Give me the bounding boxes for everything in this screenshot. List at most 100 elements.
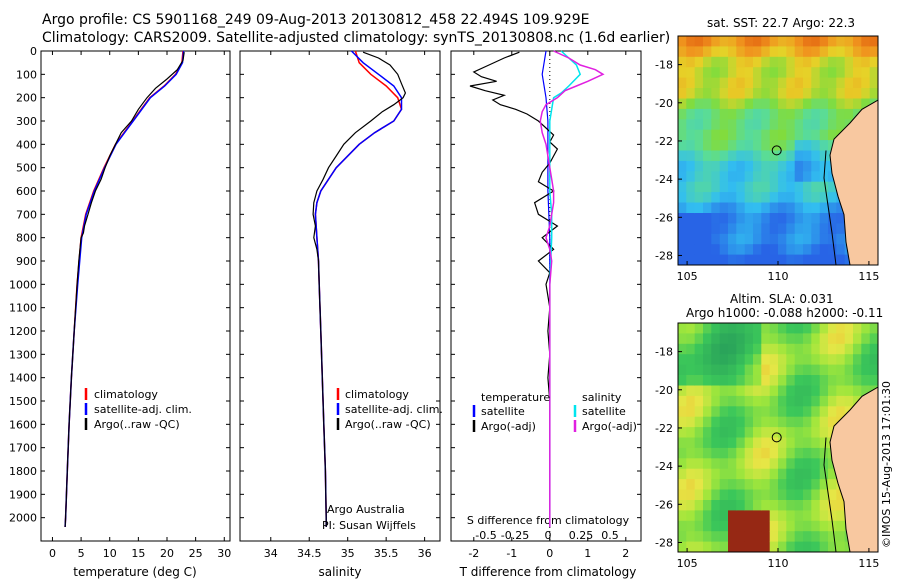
map-cell — [744, 233, 754, 245]
series-line-salinity-2 — [312, 51, 407, 527]
map-cell — [694, 160, 704, 172]
map-cell — [828, 77, 837, 89]
map-cell — [753, 213, 762, 224]
map-cell — [753, 447, 762, 459]
map-cell — [736, 531, 746, 543]
map-cell — [686, 254, 696, 266]
map-cell — [828, 254, 837, 266]
map-cell — [736, 333, 746, 345]
map-cell — [711, 213, 721, 224]
map-cell — [736, 202, 746, 214]
map-cell — [728, 458, 737, 470]
map-cell — [794, 254, 804, 266]
map-cell — [786, 447, 796, 459]
map-cell — [819, 56, 829, 68]
map-cell — [803, 531, 812, 543]
map-cell — [694, 233, 704, 245]
map-cell — [794, 500, 804, 511]
series-line-salinity-1 — [314, 50, 403, 527]
map-cell — [803, 36, 812, 47]
map-cell — [744, 333, 754, 345]
map-cell — [753, 458, 762, 470]
map-cell — [728, 150, 737, 162]
map-cell — [753, 192, 762, 203]
map-cell — [786, 233, 796, 245]
map-cell — [728, 468, 737, 480]
map-cell — [711, 437, 721, 449]
map-cell — [769, 520, 779, 532]
map-cell — [811, 56, 821, 68]
map-cell — [794, 510, 804, 522]
map-cell — [786, 489, 796, 501]
map-cell — [686, 541, 696, 553]
map-cell — [719, 479, 729, 490]
map-cell — [844, 364, 854, 376]
map-cell — [719, 244, 729, 256]
map-cell — [828, 395, 837, 407]
map-cell — [786, 333, 796, 345]
map-cell — [686, 479, 696, 490]
map-cell — [769, 458, 779, 470]
map-cell — [703, 489, 712, 501]
map-cell — [803, 479, 812, 490]
map-cell — [769, 213, 779, 224]
map-cell — [686, 510, 696, 522]
sal-legend-label-1: satellite-adj. clim. — [345, 403, 443, 416]
map-cell — [819, 254, 829, 266]
map-cell — [694, 181, 704, 193]
map-cell — [753, 364, 762, 376]
map-cell — [803, 437, 812, 449]
tdiff-xtick--1: -1 — [506, 547, 517, 560]
map-cell — [869, 36, 879, 47]
map-cell — [786, 343, 796, 355]
map-cell — [786, 458, 796, 470]
map-cell — [761, 77, 771, 89]
map-cell — [719, 500, 729, 511]
map-cell — [678, 171, 687, 183]
map-cell — [778, 520, 787, 532]
map-cell — [703, 406, 712, 418]
map-cell — [836, 510, 846, 522]
map-cell — [736, 67, 746, 79]
map-cell — [678, 181, 687, 193]
temp-legend-label-2: Argo(..raw -QC) — [94, 418, 180, 431]
map-cell — [736, 244, 746, 256]
map-cell — [728, 202, 737, 214]
map-cell — [794, 364, 804, 376]
map-cell — [786, 254, 796, 266]
panel-frame-salinity — [239, 50, 441, 542]
map-cell — [694, 385, 704, 397]
map-cell — [853, 67, 862, 79]
map-cell — [728, 531, 737, 543]
map-cell — [703, 150, 712, 162]
map-cell — [728, 88, 737, 99]
series-line-difference-0 — [541, 50, 551, 527]
map-cell — [711, 333, 721, 345]
map-cell — [828, 406, 837, 418]
map-cell — [736, 510, 746, 522]
map-cell — [678, 233, 687, 245]
map-cell — [794, 223, 804, 235]
map-cell — [753, 323, 762, 334]
temp-legend-label-0: climatology — [94, 388, 158, 401]
map-cell — [769, 67, 779, 79]
series-line-difference-3 — [539, 50, 605, 527]
map-cell — [778, 541, 787, 553]
map-cell — [803, 192, 812, 203]
map-cell — [711, 343, 721, 355]
map-cell — [828, 489, 837, 501]
map-cell — [728, 395, 737, 407]
map-cell — [728, 98, 737, 110]
map-cell — [811, 140, 821, 151]
map-cell — [844, 67, 854, 79]
map-cell — [828, 98, 837, 110]
map-cell — [819, 468, 829, 480]
map-cell — [686, 192, 696, 203]
map-cell — [753, 416, 762, 428]
series-line-temperature-0 — [64, 50, 184, 528]
map-cell — [744, 56, 754, 68]
map-cell — [819, 510, 829, 522]
map-cell — [719, 140, 729, 151]
map-cell — [828, 129, 837, 141]
map-cell — [744, 343, 754, 355]
